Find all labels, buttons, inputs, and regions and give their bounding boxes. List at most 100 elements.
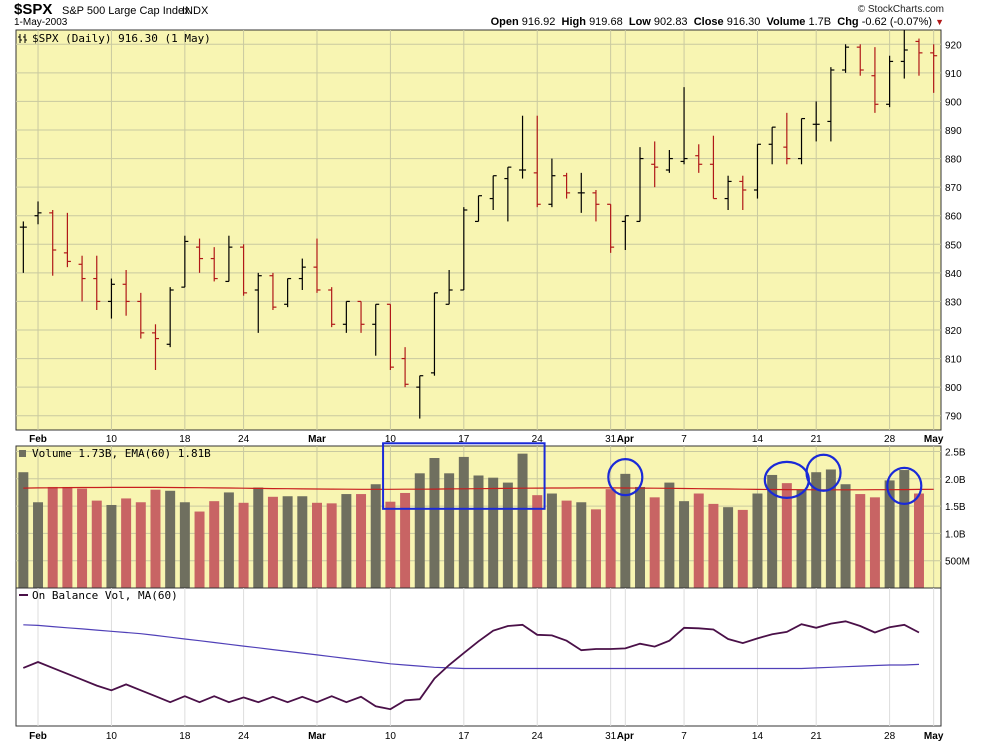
date-tick-label: 31 [605, 434, 617, 445]
date-tick-label: 10 [106, 434, 118, 445]
volume-bar [913, 493, 924, 588]
price-bars [19, 30, 938, 419]
volume-bar [77, 488, 88, 588]
volume-bar [341, 494, 352, 588]
date-tick-label: 17 [458, 434, 470, 445]
volume-bar [693, 493, 704, 588]
volume-bar [546, 493, 557, 588]
volume-bar [781, 483, 792, 588]
ohlc-bar [695, 144, 703, 173]
volume-bar [33, 502, 44, 588]
ohlc-legend-icon [18, 34, 27, 43]
ohlc-bar [357, 300, 365, 333]
volume-bar [488, 477, 499, 588]
volume-bar [576, 502, 587, 588]
ohlc-bar [886, 55, 894, 108]
volume-bar [899, 470, 910, 588]
ohlc-bar [137, 292, 145, 339]
volume-bar [752, 493, 763, 588]
price-axis-labels: 790 800 810 820 830 840 850 860 870 880 890 900 910 9… [945, 40, 962, 422]
date-tick-label: 17 [458, 731, 470, 742]
volume-tick-label: 1.0B [945, 529, 966, 540]
volume-tick-label: 1.5B [945, 502, 966, 513]
ohlc-bar [475, 195, 482, 223]
ohlc-bar [930, 44, 938, 93]
price-tick-label: 850 [945, 240, 962, 251]
volume-bar [429, 458, 440, 588]
price-tick-label: 820 [945, 326, 962, 337]
obv-ma-line [23, 624, 920, 670]
volume-bar [635, 486, 645, 588]
volume-bar [370, 484, 381, 588]
ohlc-bar [460, 207, 468, 291]
date-tick-label: Mar [308, 434, 326, 445]
down-arrow-icon: ▼ [935, 17, 944, 27]
ohlc-bar [19, 221, 27, 273]
ohlc-bar [533, 115, 541, 208]
volume-bar [723, 507, 734, 588]
high-label: High [561, 16, 586, 28]
volume-bar [18, 472, 29, 588]
ohlc-bar [181, 235, 189, 288]
index-name: S&P 500 Large Cap Index [62, 5, 190, 17]
chg-value: -0.62 (-0.07%) [861, 16, 933, 28]
ohlc-bar [63, 212, 71, 268]
price-legend: $SPX (Daily) 916.30 (1 May) [32, 32, 211, 45]
price-tick-label: 830 [945, 297, 962, 308]
volume-tick-label: 2.5B [945, 447, 966, 458]
date-tick-label: 18 [179, 731, 191, 742]
ohlc-bar [636, 147, 644, 223]
ohlc-bar [621, 215, 629, 250]
volume-bar [312, 502, 322, 588]
ticker-symbol: $SPX [14, 1, 53, 18]
date-tick-label: 24 [532, 434, 544, 445]
ohlc-bar [328, 287, 336, 328]
close-label: Close [693, 16, 724, 28]
open-label: Open [490, 16, 519, 28]
date-tick-label: 24 [532, 731, 544, 742]
volume-bar [165, 490, 176, 588]
volume-bar [811, 472, 822, 588]
volume-bar [649, 497, 660, 588]
chart-header: $SPX S&P 500 Large Cap Index INDX 1-May-… [0, 0, 990, 30]
ohlc-bar [753, 143, 761, 199]
volume-bar [737, 509, 748, 588]
date-tick-label: 24 [238, 731, 250, 742]
volume-annotations [382, 442, 923, 510]
volume-bar [458, 456, 469, 588]
ohlc-bar [519, 115, 527, 179]
date-tick-label: 21 [811, 434, 823, 445]
volume-ema-line [23, 486, 934, 491]
volume-bar [590, 509, 601, 588]
volume-tick-label: 2.0B [945, 475, 966, 486]
price-panel [15, 29, 942, 431]
ohlc-bar [445, 270, 453, 305]
ohlc-bar [842, 44, 850, 73]
obv-panel [15, 587, 942, 727]
volume-legend: Volume 1.73B, EMA(60) 1.81B [32, 447, 211, 460]
volume-bar [855, 494, 866, 588]
date-tick-label: 10 [385, 731, 397, 742]
ohlc-bar [665, 150, 673, 173]
ohlc-bar [577, 172, 585, 213]
volume-label: Volume [766, 16, 806, 28]
price-tick-label: 840 [945, 269, 962, 280]
price-tick-label: 800 [945, 383, 962, 394]
ohlc-bar [856, 44, 864, 76]
obv-line [22, 620, 920, 711]
ohlc-bar [78, 255, 86, 302]
ohlc-bar [93, 255, 101, 310]
date-tick-label: Mar [308, 731, 326, 742]
volume-bar [517, 453, 528, 588]
volume-bar [135, 502, 146, 588]
volume-bar [620, 473, 631, 588]
date-tick-label: 10 [385, 434, 397, 445]
obv-grid [37, 588, 935, 726]
ohlc-bar [724, 175, 732, 210]
price-tick-label: 870 [945, 183, 962, 194]
volume-legend-swatch [19, 450, 26, 457]
volume-bar [253, 487, 264, 588]
ohlc-bar [122, 270, 130, 316]
volume-bar [414, 473, 425, 588]
